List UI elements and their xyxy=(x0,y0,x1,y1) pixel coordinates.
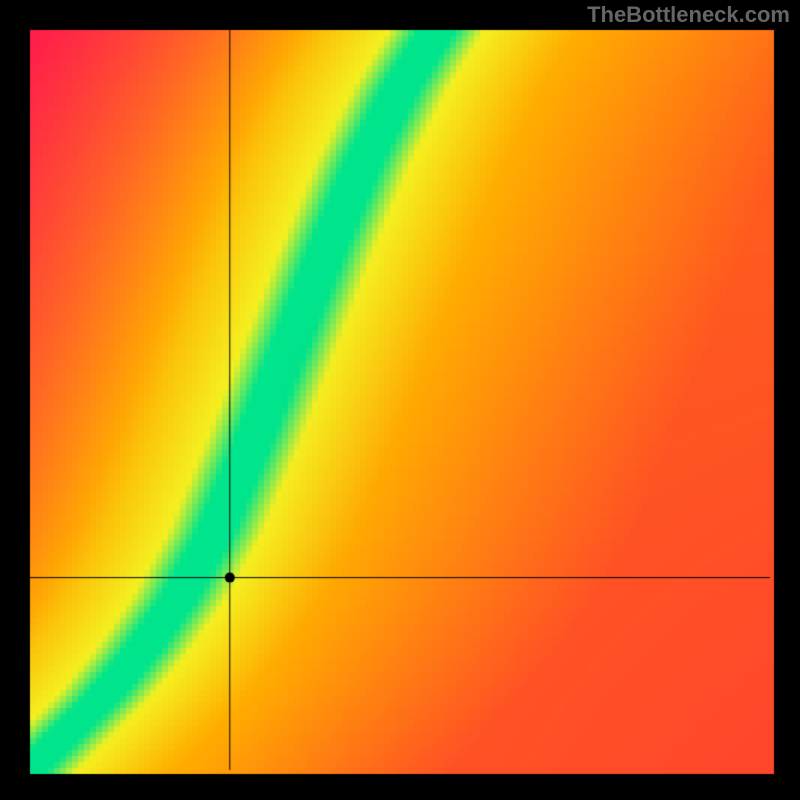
chart-container: TheBottleneck.com xyxy=(0,0,800,800)
heatmap-canvas xyxy=(0,0,800,800)
watermark-text: TheBottleneck.com xyxy=(587,2,790,28)
